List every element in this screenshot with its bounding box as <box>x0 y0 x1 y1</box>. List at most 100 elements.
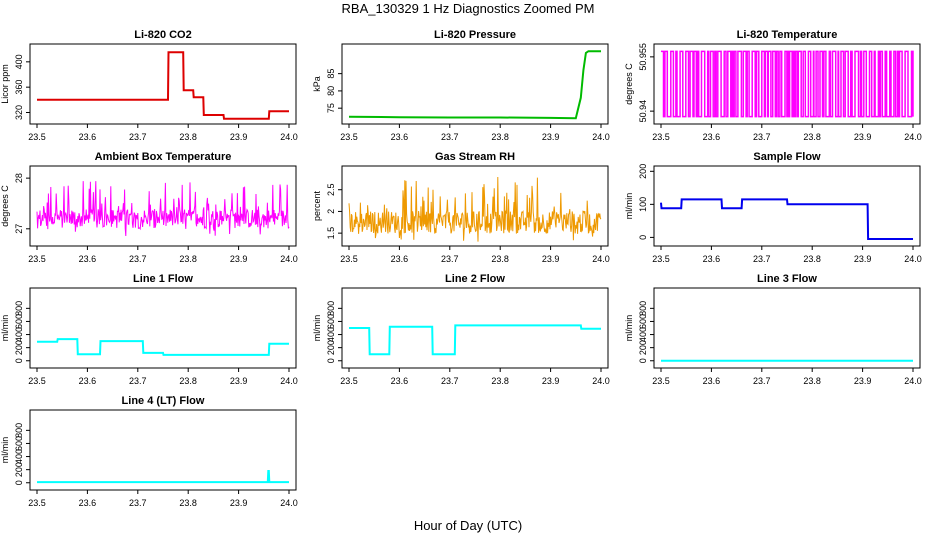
y-tick-label: 80 <box>326 86 336 96</box>
x-axis-label: Hour of Day (UTC) <box>413 518 523 533</box>
x-tick-label: 23.7 <box>129 254 147 264</box>
x-tick-label: 23.6 <box>79 376 97 386</box>
x-tick-label: 24.0 <box>280 132 298 142</box>
y-tick-label: 600 <box>14 314 24 329</box>
series-line <box>36 181 290 237</box>
x-tick-label: 23.8 <box>491 132 509 142</box>
y-tick-label: 85 <box>326 69 336 79</box>
y-tick-label: 200 <box>638 164 648 179</box>
y-tick-label: 800 <box>14 301 24 316</box>
plot-frame <box>341 287 609 369</box>
plot-frame <box>29 287 297 369</box>
y-tick-label: 800 <box>14 423 24 438</box>
panel-title: Line 3 Flow <box>757 273 817 285</box>
y-tick-label: 800 <box>326 301 336 316</box>
y-axis-label: Licor ppm <box>0 64 10 104</box>
x-tick-label: 24.0 <box>904 254 922 264</box>
y-tick-label: 200 <box>638 340 648 355</box>
x-tick-label: 23.8 <box>179 498 197 508</box>
panel-6: Sample Flow ml/min 23.5 23.6 23.7 23.8 23.9 24.… <box>624 151 922 264</box>
x-tick-label: 23.5 <box>652 376 670 386</box>
panel-7: Line 1 Flow ml/min 23.5 23.6 23.7 23.8 23.9 24.… <box>0 273 298 386</box>
plot-frame <box>29 43 297 125</box>
y-tick-label: 0 <box>14 480 24 485</box>
y-axis-label: ml/min <box>0 437 10 464</box>
x-tick-label: 23.6 <box>703 376 721 386</box>
panel-8: Line 2 Flow ml/min 23.5 23.6 23.7 23.8 23.9 24.… <box>312 273 610 386</box>
panel-9: Line 3 Flow ml/min 23.5 23.6 23.7 23.8 23.9 24.… <box>624 273 922 386</box>
x-tick-label: 23.8 <box>803 376 821 386</box>
y-axis-label: ml/min <box>624 193 634 220</box>
series-line <box>37 51 289 120</box>
x-tick-label: 23.9 <box>230 132 248 142</box>
x-tick-label: 23.5 <box>28 254 46 264</box>
panel-title: Sample Flow <box>753 151 821 163</box>
plot-frame <box>341 165 609 247</box>
panel-3: Li-820 Temperature degrees C 23.5 23.6 23.7 2… <box>624 29 922 142</box>
x-tick-label: 24.0 <box>904 132 922 142</box>
y-tick-label: 50.94 <box>638 100 648 123</box>
panel-title: Gas Stream RH <box>435 151 515 163</box>
x-tick-label: 23.9 <box>854 254 872 264</box>
x-tick-label: 23.7 <box>753 376 771 386</box>
x-tick-label: 23.8 <box>179 254 197 264</box>
y-tick-label: 400 <box>14 327 24 342</box>
x-tick-label: 23.9 <box>854 132 872 142</box>
x-tick-label: 23.6 <box>703 254 721 264</box>
y-tick-label: 400 <box>638 327 648 342</box>
x-tick-label: 24.0 <box>592 132 610 142</box>
panel-title: Ambient Box Temperature <box>95 151 232 163</box>
x-tick-label: 23.9 <box>542 254 560 264</box>
panel-5: Gas Stream RH percent 23.5 23.6 23.7 23.8 23.9… <box>312 151 610 264</box>
plot-frame <box>29 409 297 491</box>
x-tick-label: 23.9 <box>230 498 248 508</box>
x-tick-label: 23.7 <box>129 498 147 508</box>
y-axis-label: ml/min <box>624 315 634 342</box>
x-tick-label: 23.8 <box>803 132 821 142</box>
y-tick-label: 1.5 <box>326 227 336 240</box>
panel-title: Line 4 (LT) Flow <box>122 395 205 407</box>
panel-10: Line 4 (LT) Flow ml/min 23.5 23.6 23.7 23.8 23… <box>0 395 298 508</box>
x-tick-label: 23.9 <box>542 132 560 142</box>
x-tick-label: 23.7 <box>753 254 771 264</box>
x-tick-label: 23.8 <box>803 254 821 264</box>
y-axis-label: ml/min <box>312 315 322 342</box>
plot-frame <box>341 43 609 125</box>
x-tick-label: 23.9 <box>230 254 248 264</box>
x-tick-label: 23.6 <box>703 132 721 142</box>
y-tick-label: 200 <box>14 462 24 477</box>
plot-frame <box>29 165 297 247</box>
y-tick-label: 75 <box>326 103 336 113</box>
x-tick-label: 23.5 <box>28 132 46 142</box>
y-tick-label: 200 <box>326 340 336 355</box>
x-tick-label: 23.9 <box>542 376 560 386</box>
y-tick-label: 27 <box>14 224 24 234</box>
y-tick-label: 800 <box>638 301 648 316</box>
x-tick-label: 23.5 <box>340 132 358 142</box>
x-tick-label: 23.6 <box>391 376 409 386</box>
x-tick-label: 23.6 <box>391 254 409 264</box>
x-tick-label: 23.7 <box>441 254 459 264</box>
series-line <box>37 470 289 484</box>
y-tick-label: 320 <box>14 105 24 120</box>
series-line <box>348 176 602 242</box>
series-line <box>349 324 601 356</box>
plot-frame <box>653 43 921 125</box>
x-tick-label: 23.7 <box>441 132 459 142</box>
y-axis-label: kPa <box>312 76 322 92</box>
x-tick-label: 23.5 <box>28 376 46 386</box>
x-tick-label: 23.7 <box>129 376 147 386</box>
panel-4: Ambient Box Temperature degrees C 23.5 23.6… <box>0 151 298 264</box>
y-tick-label: 360 <box>14 80 24 95</box>
y-axis-label: degrees C <box>0 185 10 227</box>
series-line <box>661 50 914 118</box>
x-tick-label: 24.0 <box>592 254 610 264</box>
x-tick-label: 23.9 <box>230 376 248 386</box>
panel-title: Li-820 CO2 <box>134 29 191 41</box>
y-tick-label: 2.5 <box>326 183 336 196</box>
x-tick-label: 24.0 <box>280 376 298 386</box>
y-axis-label: degrees C <box>624 63 634 105</box>
x-tick-label: 23.6 <box>79 498 97 508</box>
